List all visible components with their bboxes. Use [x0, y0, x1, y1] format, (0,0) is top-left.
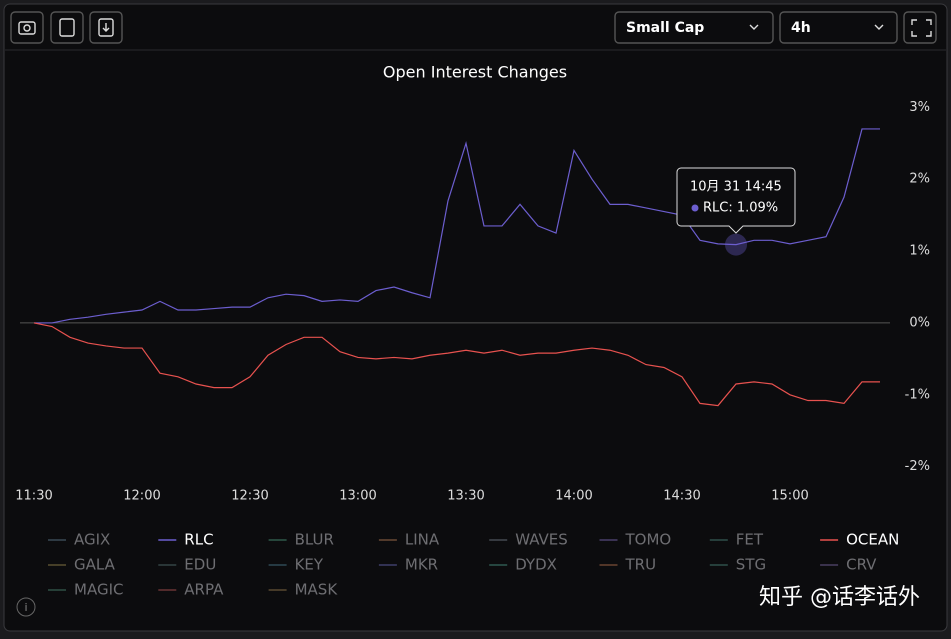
legend-item[interactable]: MKR: [378, 556, 438, 574]
tooltip-title: 10月 31 14:45: [690, 180, 782, 195]
legend-label: TOMO: [625, 531, 672, 549]
series-line: [33, 322, 880, 407]
y-tick-label: -2%: [905, 459, 930, 474]
x-tick-label: 12:00: [123, 489, 160, 504]
legend-label: STG: [736, 556, 766, 574]
dropdown-label: 4h: [791, 20, 811, 36]
watermark: 知乎 @话李话外: [759, 585, 920, 610]
info-icon-glyph: i: [24, 601, 27, 614]
tooltip-box: [676, 167, 796, 234]
cap-dropdown[interactable]: [614, 11, 774, 44]
dropdown-label: Small Cap: [626, 20, 704, 36]
panel: [3, 3, 948, 632]
legend-item[interactable]: STG: [709, 556, 766, 574]
legend-label: BLUR: [295, 531, 334, 549]
legend-label: OCEAN: [846, 531, 899, 549]
y-tick-label: 3%: [909, 100, 930, 115]
chart-title: Open Interest Changes: [383, 63, 567, 82]
legend-item[interactable]: CRV: [820, 556, 877, 574]
hover-marker: [725, 233, 747, 256]
legend-label: ARPA: [184, 581, 224, 599]
download-button[interactable]: [89, 11, 123, 44]
legend-label: MAGIC: [74, 581, 123, 599]
legend-label: CRV: [846, 556, 877, 574]
y-tick-label: -1%: [905, 387, 930, 402]
x-tick-label: 14:00: [555, 489, 592, 504]
legend-item[interactable]: RLC: [158, 531, 214, 549]
legend-label: EDU: [184, 556, 216, 574]
y-tick-label: 0%: [909, 315, 930, 330]
legend-item[interactable]: FET: [709, 531, 764, 549]
legend-label: FET: [736, 531, 764, 549]
screenshot-button[interactable]: [10, 11, 44, 44]
legend-item[interactable]: TRU: [599, 556, 657, 574]
legend-item[interactable]: DYDX: [489, 556, 557, 574]
legend-item[interactable]: TOMO: [599, 531, 672, 549]
info-icon[interactable]: [16, 597, 36, 617]
tooltip-label: RLC: 1.09%: [703, 201, 778, 216]
copy-button[interactable]: [50, 11, 84, 44]
x-tick-label: 11:30: [15, 489, 52, 504]
legend-item[interactable]: WAVES: [489, 531, 568, 549]
legend-label: MKR: [405, 556, 438, 574]
series-line: [34, 128, 880, 324]
tooltip-dot: [691, 204, 699, 212]
legend-label: KEY: [295, 556, 324, 574]
legend-item[interactable]: BLUR: [268, 531, 334, 549]
legend-item[interactable]: MASK: [268, 581, 339, 599]
legend-item[interactable]: GALA: [48, 556, 116, 574]
legend-label: MASK: [295, 581, 339, 599]
x-tick-label: 13:30: [447, 489, 484, 504]
y-tick-label: 2%: [909, 172, 930, 187]
x-tick-label: 12:30: [231, 489, 268, 504]
legend-label: AGIX: [74, 531, 110, 549]
legend-label: GALA: [74, 556, 116, 574]
legend-item[interactable]: AGIX: [48, 531, 110, 549]
interval-dropdown[interactable]: [779, 11, 898, 44]
legend-label: LINA: [405, 531, 440, 549]
legend-label: WAVES: [515, 531, 568, 549]
x-tick-label: 14:30: [663, 489, 700, 504]
legend-item[interactable]: ARPA: [158, 581, 224, 599]
x-tick-label: 13:00: [339, 489, 376, 504]
x-tick-label: 15:00: [771, 489, 808, 504]
legend-label: RLC: [184, 531, 213, 549]
legend-item[interactable]: OCEAN: [820, 531, 899, 549]
legend-item[interactable]: EDU: [158, 556, 216, 574]
legend-item[interactable]: MAGIC: [48, 581, 123, 599]
legend-item[interactable]: LINA: [378, 531, 440, 549]
legend-label: TRU: [625, 556, 657, 574]
legend-item[interactable]: KEY: [268, 556, 324, 574]
legend-label: DYDX: [515, 556, 557, 574]
fullscreen-button[interactable]: [903, 11, 937, 44]
y-tick-label: 1%: [909, 244, 930, 259]
toolbar-buttons: [10, 11, 937, 44]
